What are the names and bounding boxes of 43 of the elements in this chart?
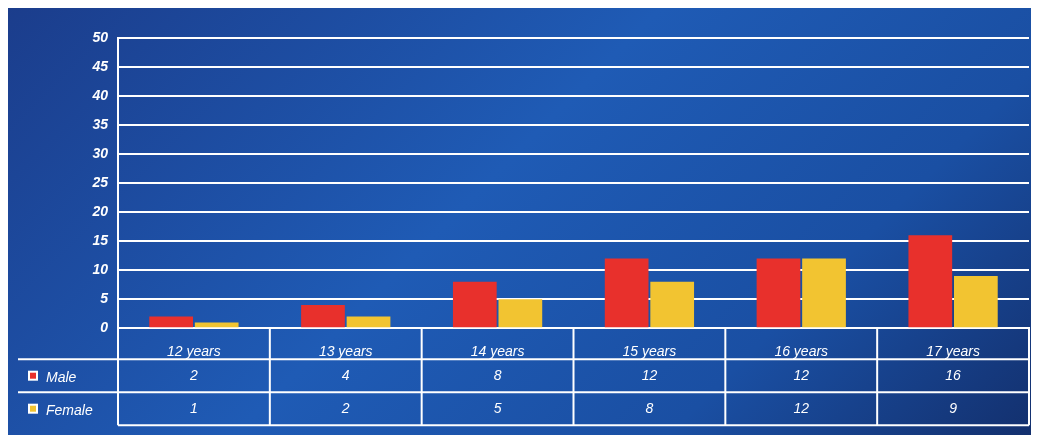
bar <box>452 281 497 328</box>
x-tick-label: 14 years <box>470 343 525 360</box>
y-tick-label: 5 <box>100 290 109 307</box>
bar <box>908 235 953 328</box>
data-label: 12 <box>793 399 810 416</box>
bar <box>346 316 391 328</box>
data-label: 8 <box>645 399 654 416</box>
bar <box>650 281 695 328</box>
y-tick-label: 25 <box>91 173 109 190</box>
data-label: 12 <box>641 366 658 383</box>
data-label: 2 <box>189 366 199 383</box>
bar <box>604 258 649 328</box>
y-tick-label: 45 <box>91 57 109 74</box>
legend-label: Female <box>46 401 93 418</box>
bar <box>756 258 801 328</box>
x-tick-label: 17 years <box>926 343 980 360</box>
y-tick-label: 0 <box>100 319 109 336</box>
x-tick-label: 12 years <box>167 343 221 360</box>
y-tick-label: 30 <box>92 144 109 161</box>
data-label: 9 <box>949 399 958 416</box>
x-tick-label: 13 years <box>318 343 373 360</box>
y-tick-label: 40 <box>91 86 109 103</box>
data-label: 16 <box>945 366 962 383</box>
bar <box>194 322 239 328</box>
data-label: 4 <box>341 366 350 383</box>
data-label: 2 <box>340 399 350 416</box>
x-tick-label: 15 years <box>622 343 677 360</box>
y-tick-label: 50 <box>92 28 109 45</box>
bar <box>802 258 846 328</box>
data-label: 8 <box>493 366 502 383</box>
y-tick-label: 15 <box>92 232 109 248</box>
y-tick-label: 35 <box>92 115 109 132</box>
bar <box>953 275 998 328</box>
data-label: 1 <box>190 399 198 416</box>
bar <box>301 304 345 328</box>
legend-label: Male <box>46 368 77 385</box>
data-label: 12 <box>793 366 810 383</box>
bar <box>149 316 194 328</box>
bar <box>498 299 543 328</box>
x-tick-label: 16 years <box>774 343 829 360</box>
y-tick-label: 20 <box>91 202 109 219</box>
data-label: 5 <box>493 399 502 416</box>
y-tick-label: 10 <box>92 261 109 278</box>
